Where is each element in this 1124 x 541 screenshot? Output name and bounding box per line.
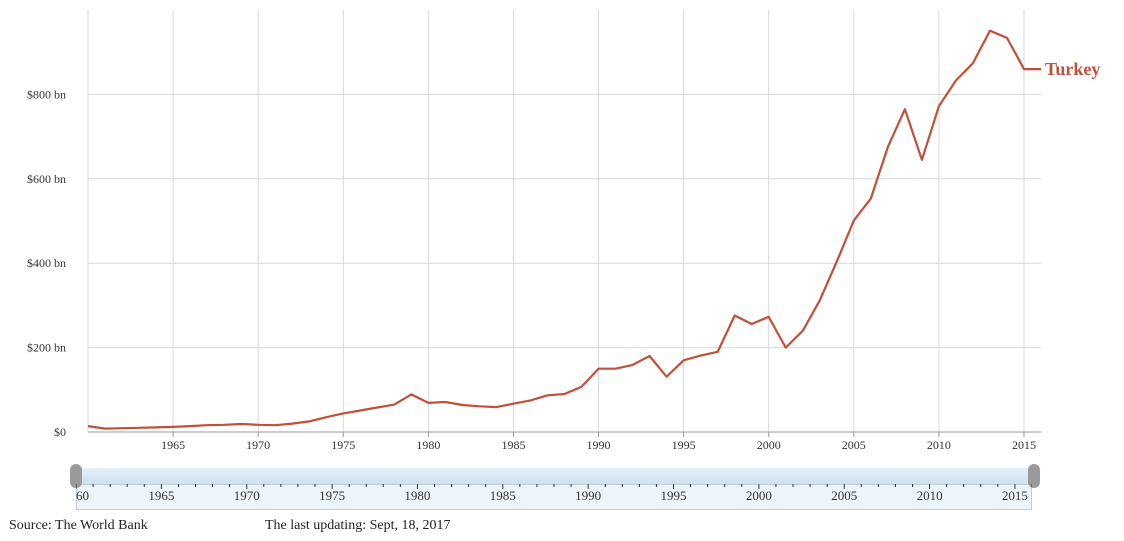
y-tick-label: $0 bbox=[54, 425, 66, 439]
x-tick-label: 1965 bbox=[161, 438, 185, 452]
y-tick-label: $400 bn bbox=[27, 256, 66, 270]
navigator-year-label: 1990 bbox=[575, 488, 601, 503]
x-tick-label: 1970 bbox=[246, 438, 270, 452]
navigator-year-label: 1965 bbox=[148, 488, 174, 503]
navigator-selection-bar[interactable] bbox=[76, 468, 1032, 485]
x-tick-label: 2015 bbox=[1012, 438, 1036, 452]
navigator-year-label: 2015 bbox=[1002, 488, 1028, 503]
y-axis-ticks: $0 $200 bn $400 bn $600 bn $800 bn bbox=[27, 87, 66, 439]
series-line-turkey bbox=[87, 29, 1041, 430]
x-tick-label: 1980 bbox=[416, 438, 440, 452]
series-label-turkey: Turkey bbox=[1045, 59, 1100, 79]
navigator-year-label: 2005 bbox=[831, 488, 857, 503]
x-tick-label: 2000 bbox=[757, 438, 781, 452]
navigator-year-label: 1985 bbox=[490, 488, 516, 503]
navigator-year-label: 1960 bbox=[76, 488, 89, 503]
navigator-year-label: 1995 bbox=[661, 488, 687, 503]
navigator-year-ticks: 1960 1965 1970 1975 1980 1985 1990 1995 2000 2005… bbox=[76, 484, 1032, 503]
x-tick-label: 1990 bbox=[587, 438, 611, 452]
x-tick-label: 1995 bbox=[672, 438, 696, 452]
y-tick-label: $800 bn bbox=[27, 87, 66, 101]
gridlines bbox=[87, 10, 1041, 432]
y-tick-label: $200 bn bbox=[27, 341, 66, 355]
navigator-year-label: 1975 bbox=[319, 488, 345, 503]
navigator-right-handle[interactable] bbox=[1028, 464, 1040, 488]
navigator-year-label: 1970 bbox=[234, 488, 260, 503]
series-group: Turkey bbox=[87, 29, 1100, 430]
navigator-left-handle[interactable] bbox=[70, 464, 82, 488]
navigator-year-label: 2010 bbox=[917, 488, 943, 503]
x-axis-ticks: 1965 1970 1975 1980 1985 1990 1995 2000 2005 2010… bbox=[161, 432, 1036, 452]
navigator-year-label: 1980 bbox=[404, 488, 430, 503]
gdp-line-chart: $0$200 bn$400 bn$600 bn$800 bn 1965 1970 1… bbox=[27, 10, 1100, 452]
navigator-year-label: 2000 bbox=[746, 488, 772, 503]
range-navigator[interactable]: 1960 1965 1970 1975 1980 1985 1990 1995 2000 2005… bbox=[62, 462, 1044, 512]
x-tick-label: 2005 bbox=[842, 438, 866, 452]
y-tick-label: $600 bn bbox=[27, 172, 66, 186]
x-tick-label: 2010 bbox=[927, 438, 951, 452]
x-tick-label: 1985 bbox=[501, 438, 525, 452]
x-tick-label: 1975 bbox=[331, 438, 355, 452]
last-updated-text: The last updating: Sept, 18, 2017 bbox=[265, 518, 451, 533]
source-text: Source: The World Bank bbox=[9, 518, 148, 533]
